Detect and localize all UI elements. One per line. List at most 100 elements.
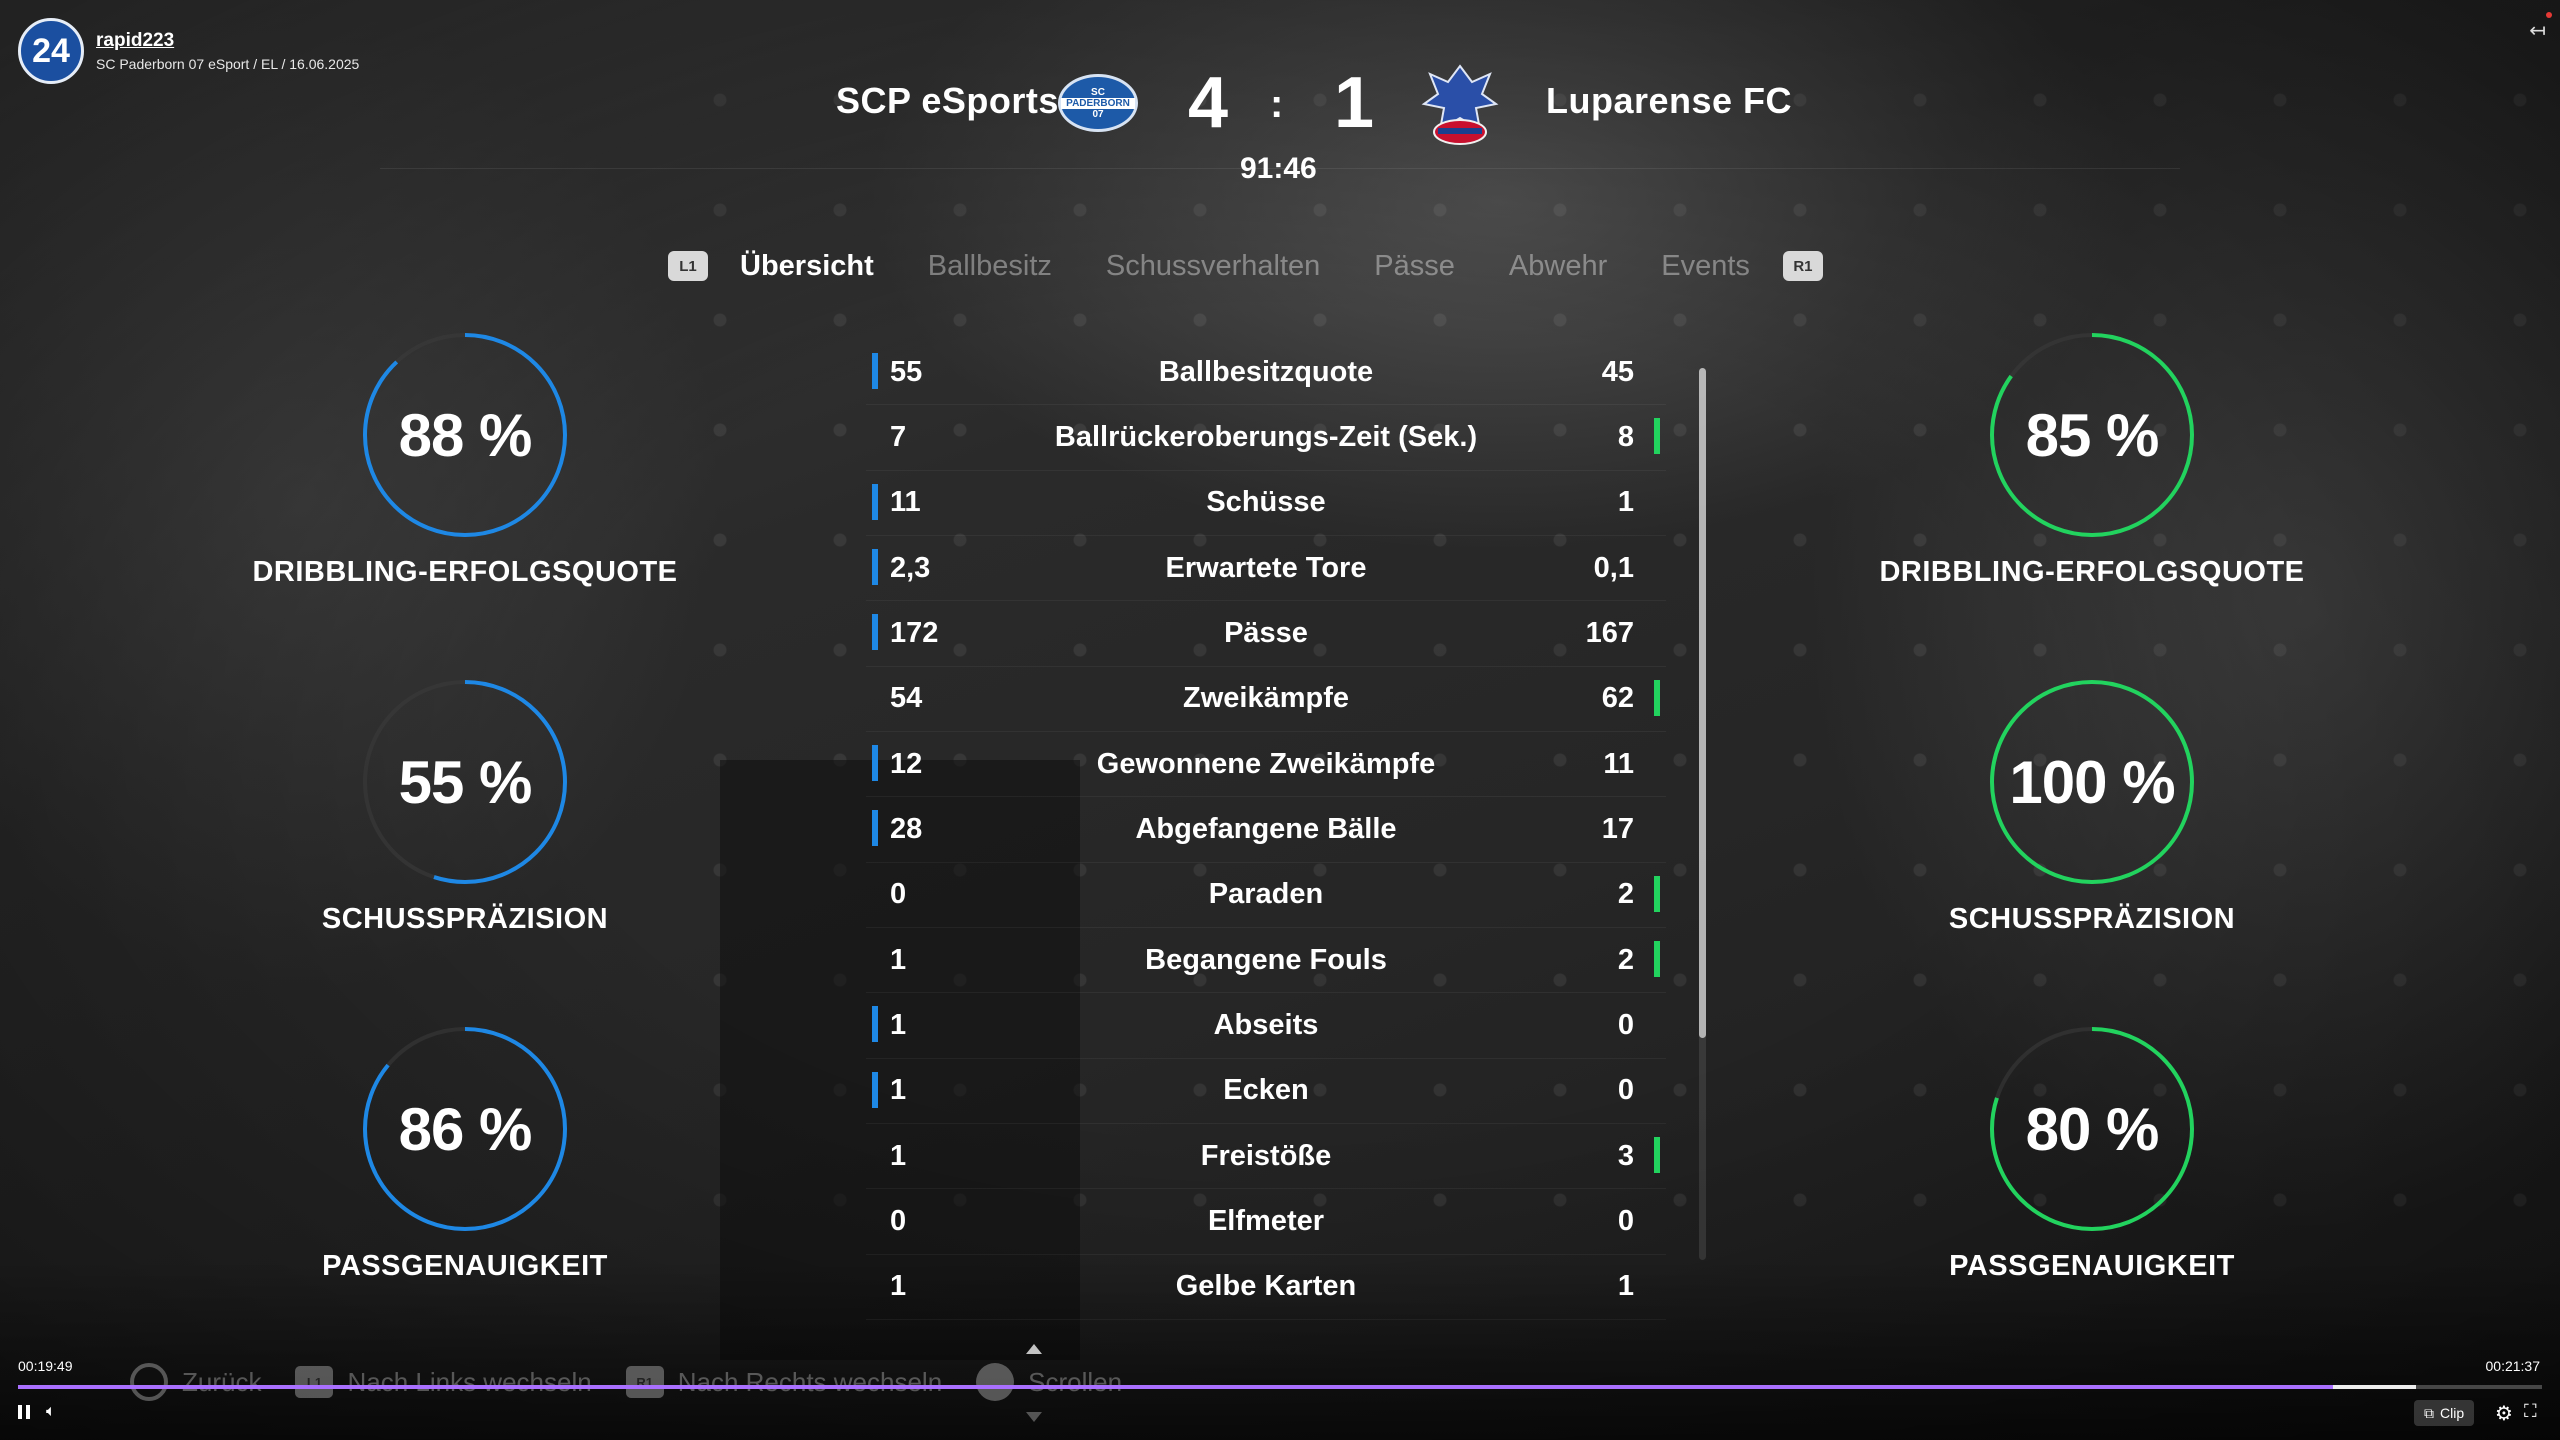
stat-away-value: 0 [1617,1008,1634,1041]
stat-away-value: 45 [1601,355,1634,388]
home-score: 4 [1188,63,1229,143]
away-leader-marker [1654,940,1660,977]
stat-away-value: 62 [1601,682,1634,715]
stat-away-value: 17 [1601,812,1634,845]
stat-row: 54 Zweikämpfe 62 [866,667,1666,732]
channel-info: 24 rapid223 SC Paderborn 07 eSport / EL … [18,18,359,84]
hint-scroll[interactable]: Scrollen [976,1363,1122,1401]
ring-gauge [1990,333,2194,537]
stat-away-value: 1 [1617,1270,1634,1303]
stat-home-value: 1 [890,943,907,976]
ring-gauge [1990,680,2194,884]
home-leader-marker [872,548,878,585]
stat-label: Gewonnene Zweikämpfe [1096,747,1436,780]
home-team-name: SCP eSports [836,80,1059,121]
tab-schussverhalten[interactable]: Schussverhalten [1105,249,1321,282]
ring-label: PASSGENAUIGKEIT [1949,1250,2235,1282]
stat-label: Begangene Fouls [1145,943,1387,976]
stat-label: Schüsse [1206,486,1326,519]
home-leader-marker [872,353,878,389]
ring-value: 80 % [2025,1095,2160,1163]
stats-scrollbar[interactable] [1699,368,1706,1260]
ring-label: PASSGENAUIGKEIT [322,1250,608,1282]
away-ring-2: 100 % [1987,677,2197,887]
away-leader-marker [1654,418,1660,455]
stat-row: 1 Freistöße 3 [866,1124,1666,1190]
ring-gauge [363,1027,567,1231]
header-divider [380,168,2180,169]
hint-left[interactable]: L1 Nach Links wechseln [295,1366,592,1398]
ring-value: 88 % [398,401,533,469]
progress-fill [18,1385,2333,1389]
stat-home-value: 2,3 [890,551,931,584]
away-team-name: Luparense FC [1546,80,1793,121]
tab-events[interactable]: Events [1661,249,1750,282]
home-team-crest: SC PADERBORN 07 [1058,74,1138,132]
clip-label: Clip [2440,1405,2465,1421]
stat-away-value: 167 [1585,616,1634,649]
notification-dot [2546,12,2552,18]
stat-row: 0 Elfmeter 0 [866,1189,1666,1255]
pause-icon[interactable] [18,1405,30,1419]
home-leader-marker [872,810,878,847]
hint-right-label: Nach Rechts wechseln [677,1366,943,1397]
tab-abwehr[interactable]: Abwehr [1508,249,1608,282]
l1-button-icon[interactable]: L1 [668,251,708,281]
hint-right[interactable]: R1 Nach Rechts wechseln [625,1366,943,1398]
tab-uebersicht[interactable]: Übersicht [740,249,874,282]
home-ring-1: 88 % [360,330,570,540]
stat-row: 2,3 Erwartete Tore 0,1 [866,536,1666,602]
home-leader-marker [872,1071,878,1108]
stat-row: 0 Paraden 2 [866,863,1666,928]
home-crest-band: PADERBORN [1061,97,1135,109]
away-team-crest [1420,60,1500,150]
r1-button-icon[interactable]: R1 [1782,251,1823,281]
home-ring-3: 86 % [360,1024,570,1234]
stat-label: Ballbesitzquote [1158,355,1374,388]
home-crest-bottom: 07 [1092,108,1104,120]
stat-row: 1 Ecken 0 [866,1059,1666,1124]
channel-logo[interactable]: 24 [18,18,84,84]
total-time: 00:21:37 [2485,1358,2541,1374]
stat-home-value: 1 [890,1139,907,1172]
circle-button-icon [130,1363,168,1401]
stat-home-value: 7 [890,420,907,453]
stats-scrollbar-thumb[interactable] [1699,368,1706,1038]
stat-home-value: 172 [890,616,939,649]
channel-name[interactable]: rapid223 [96,30,175,51]
stat-label: Paraden [1208,878,1324,911]
stat-label: Ballrückeroberungs-Zeit (Sek.) [1054,420,1478,453]
stats-table: 55 Ballbesitzquote 45 7 Ballrückeroberungs-Z… [866,340,1666,1320]
away-ring-3: 80 % [1987,1024,2197,1234]
stat-row: 1 Gelbe Karten 1 [866,1255,1666,1320]
stat-row: 28 Abgefangene Bälle 17 [866,797,1666,863]
score-separator: : [1270,82,1284,126]
stat-away-value: 8 [1617,420,1634,453]
current-time: 00:19:49 [18,1358,73,1374]
bottom-gradient [0,1260,2560,1440]
tab-paesse[interactable]: Pässe [1374,249,1455,282]
gear-icon[interactable]: ⚙ [2495,1403,2513,1425]
stats-tabs: L1 Übersicht Ballbesitz Schussverhalten … [668,244,1823,288]
volume-icon[interactable]: 🔈︎ [46,1403,56,1420]
stat-row: 12 Gewonnene Zweikämpfe 11 [866,732,1666,798]
stat-label: Pässe [1224,616,1308,649]
hint-back[interactable]: Zurück [130,1363,261,1401]
ring-value: 86 % [398,1095,533,1163]
ring-label: DRIBBLING-ERFOLGSQUOTE [1879,556,2305,588]
video-progress-bar[interactable] [18,1385,2542,1389]
home-ring-2: 55 % [360,677,570,887]
hint-scroll-label: Scrollen [1028,1366,1123,1397]
home-crest-top: SC [1091,86,1105,98]
ring-value: 100 % [2009,748,2175,816]
fullscreen-icon[interactable]: ⛶ [2524,1401,2537,1421]
clip-button[interactable]: ⧉ Clip [2414,1400,2475,1426]
exit-icon[interactable]: ↤ [2529,20,2546,42]
stat-home-value: 11 [890,486,921,519]
ring-label: SCHUSSPRÄZISION [321,903,609,935]
stat-label: Ecken [1223,1074,1309,1107]
away-ring-1: 85 % [1987,330,2197,540]
tab-ballbesitz[interactable]: Ballbesitz [927,249,1052,282]
home-leader-marker [872,614,878,651]
